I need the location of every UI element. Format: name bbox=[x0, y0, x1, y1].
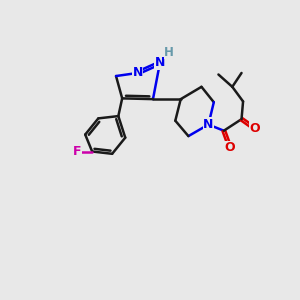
Text: O: O bbox=[249, 122, 260, 135]
Text: O: O bbox=[225, 141, 235, 154]
Text: N: N bbox=[132, 67, 143, 80]
Text: N: N bbox=[203, 118, 214, 131]
Text: H: H bbox=[164, 46, 174, 59]
Text: N: N bbox=[155, 56, 165, 69]
Text: F: F bbox=[73, 145, 82, 158]
